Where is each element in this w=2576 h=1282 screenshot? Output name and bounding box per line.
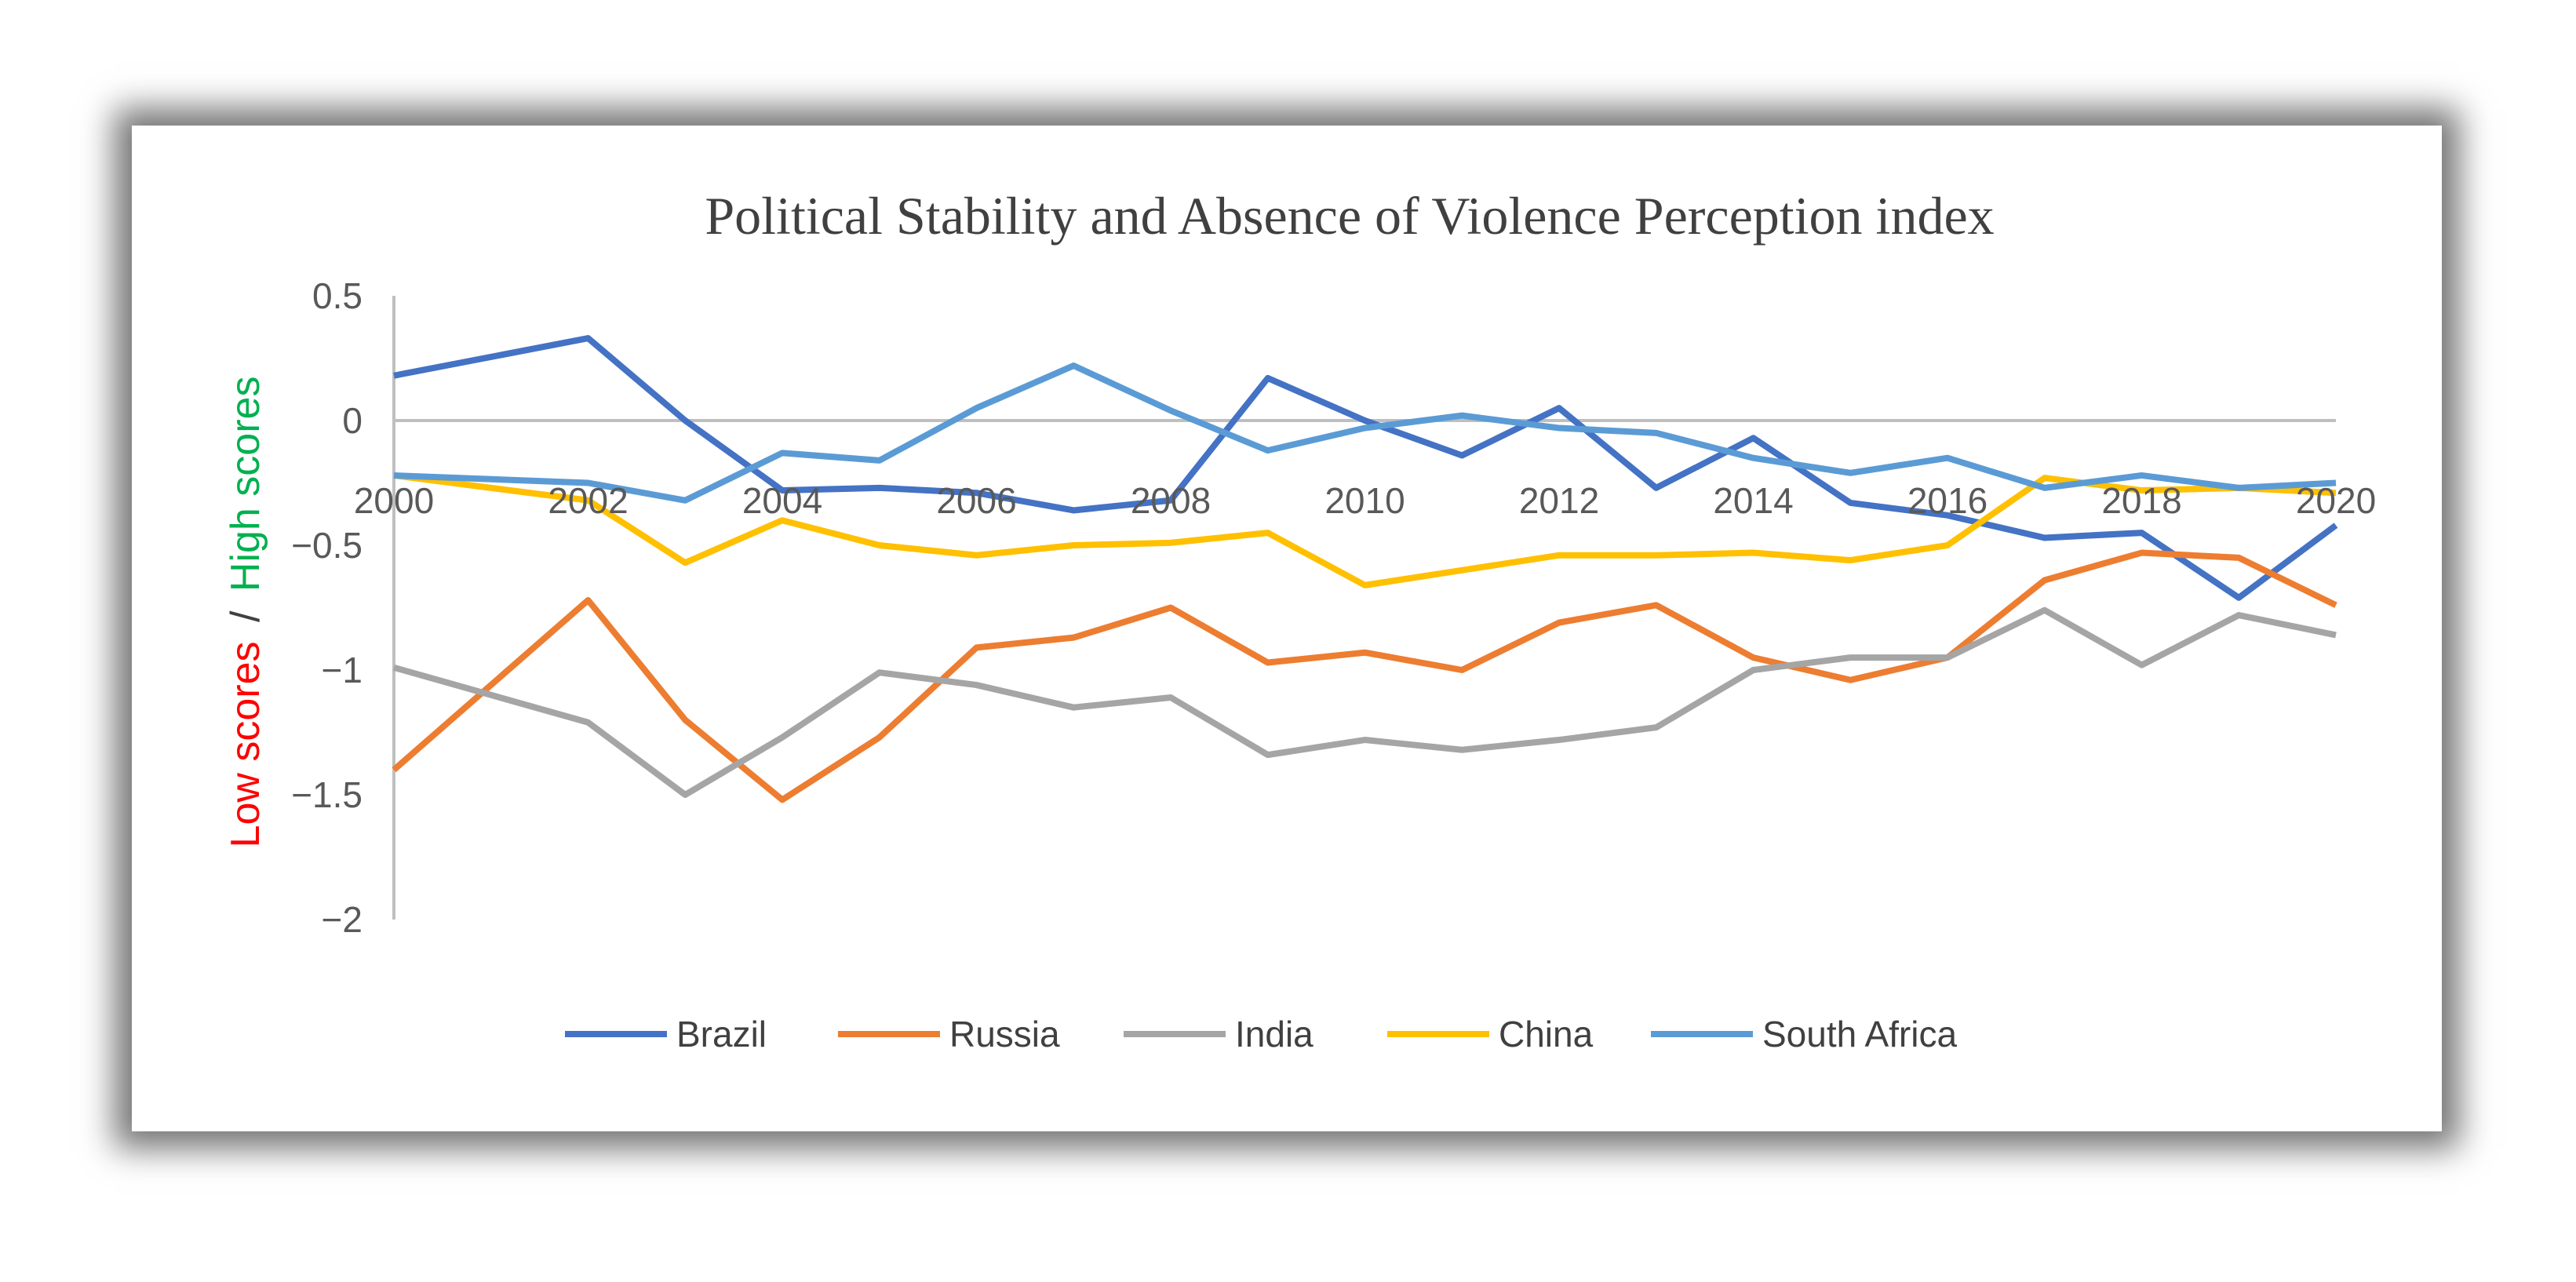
x-tick-label: 2010 bbox=[1324, 480, 1405, 521]
x-tick-label: 2012 bbox=[1519, 480, 1599, 521]
y-tick-label: 0 bbox=[342, 400, 363, 441]
x-tick-label: 2014 bbox=[1713, 480, 1793, 521]
y-tick-label: −2 bbox=[322, 899, 363, 940]
x-tick-label: 2008 bbox=[1131, 480, 1211, 521]
legend-item: China bbox=[1387, 1014, 1594, 1054]
y-tick-label: −0.5 bbox=[291, 525, 363, 566]
legend-label: Brazil bbox=[676, 1014, 767, 1054]
legend-label: South Africa bbox=[1762, 1014, 1957, 1054]
x-tick-label: 2002 bbox=[548, 480, 628, 521]
series-line-south-africa bbox=[393, 362, 2337, 504]
x-tick-label: 2004 bbox=[742, 480, 822, 521]
chart-title: Political Stability and Absence of Viole… bbox=[705, 186, 1994, 246]
series-line-brazil bbox=[393, 335, 2338, 601]
legend-label: Russia bbox=[949, 1014, 1060, 1054]
y-label-separator: / bbox=[223, 610, 268, 622]
y-label-low: Low scores bbox=[223, 641, 268, 847]
chart-card bbox=[132, 126, 2442, 1131]
series-line-russia bbox=[392, 549, 2337, 803]
legend-label: China bbox=[1499, 1014, 1594, 1054]
legend-item: India bbox=[1124, 1014, 1314, 1054]
legend-item: Brazil bbox=[565, 1014, 767, 1054]
y-tick-label: −1.5 bbox=[291, 774, 363, 815]
y-axis-label: Low scores / High scores bbox=[223, 377, 268, 848]
x-tick-label: 2016 bbox=[1907, 480, 1988, 521]
y-label-high: High scores bbox=[223, 377, 268, 592]
series-line-india bbox=[392, 606, 2337, 798]
legend-item: South Africa bbox=[1651, 1014, 1957, 1054]
series-line-china bbox=[393, 472, 2337, 588]
x-tick-label: 2006 bbox=[936, 480, 1016, 521]
x-tick-label: 2020 bbox=[2296, 480, 2376, 521]
x-tick-label: 2018 bbox=[2101, 480, 2181, 521]
y-tick-label: −1 bbox=[322, 650, 363, 690]
legend-item: Russia bbox=[838, 1014, 1060, 1054]
x-tick-label: 2000 bbox=[354, 480, 434, 521]
legend-label: India bbox=[1235, 1014, 1314, 1054]
y-tick-label: 0.5 bbox=[312, 275, 363, 316]
